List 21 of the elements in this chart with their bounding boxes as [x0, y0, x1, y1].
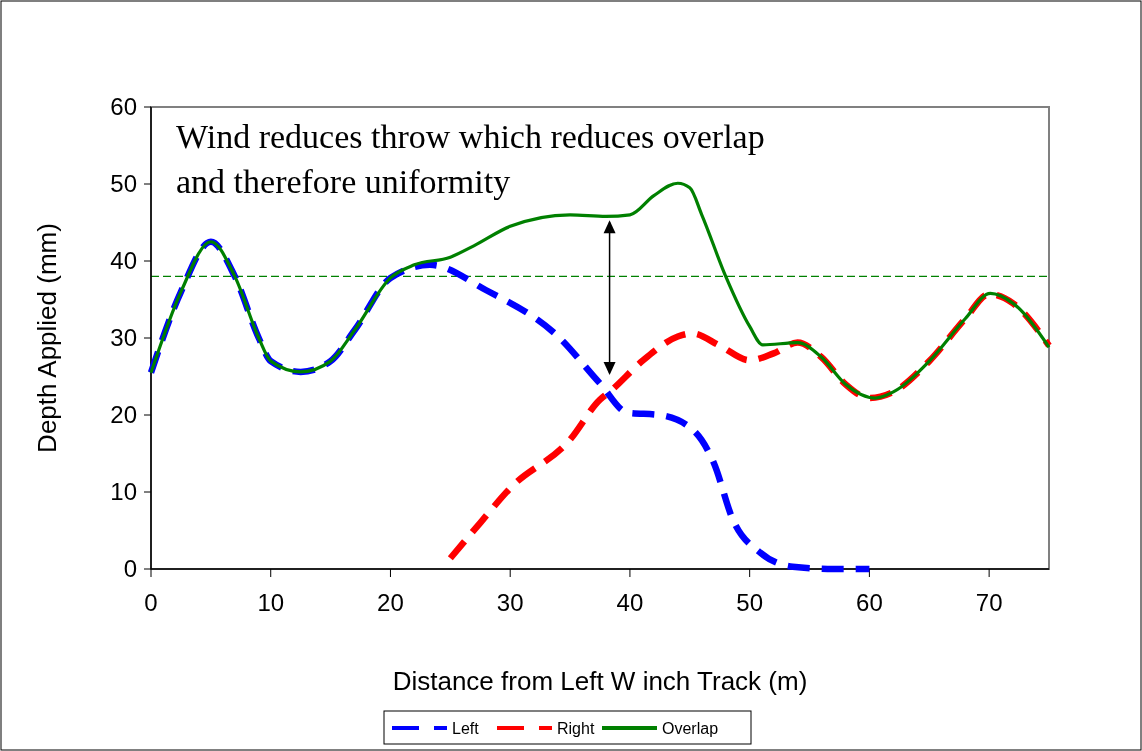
y-tick-label: 10 [110, 478, 137, 506]
x-tick-label: 30 [496, 589, 524, 616]
legend-label: Right [557, 720, 595, 737]
y-tick-label: 30 [110, 324, 137, 352]
x-axis-title: Distance from Left W inch Track (m) [392, 666, 808, 696]
y-tick-label: 0 [123, 555, 137, 583]
legend-label: Overlap [662, 720, 719, 737]
x-tick-label: 0 [144, 589, 158, 616]
y-tick-label: 40 [110, 247, 137, 275]
y-tick-label: 20 [110, 401, 137, 429]
x-tick-label: 70 [975, 589, 1003, 616]
y-tick-label: 50 [110, 170, 137, 198]
y-tick-label: 60 [110, 93, 137, 121]
x-tick-label: 60 [856, 589, 883, 616]
x-tick-label: 10 [257, 589, 285, 616]
x-tick-label: 20 [377, 589, 404, 616]
x-tick-label: 40 [616, 589, 644, 616]
annotation: Wind reduces throw which reduces overlap and therefore uniformity [176, 118, 765, 200]
legend-label: Left [452, 720, 480, 737]
x-tick-label: 50 [736, 589, 764, 616]
y-axis-title: Depth Applied (mm) [32, 223, 62, 453]
